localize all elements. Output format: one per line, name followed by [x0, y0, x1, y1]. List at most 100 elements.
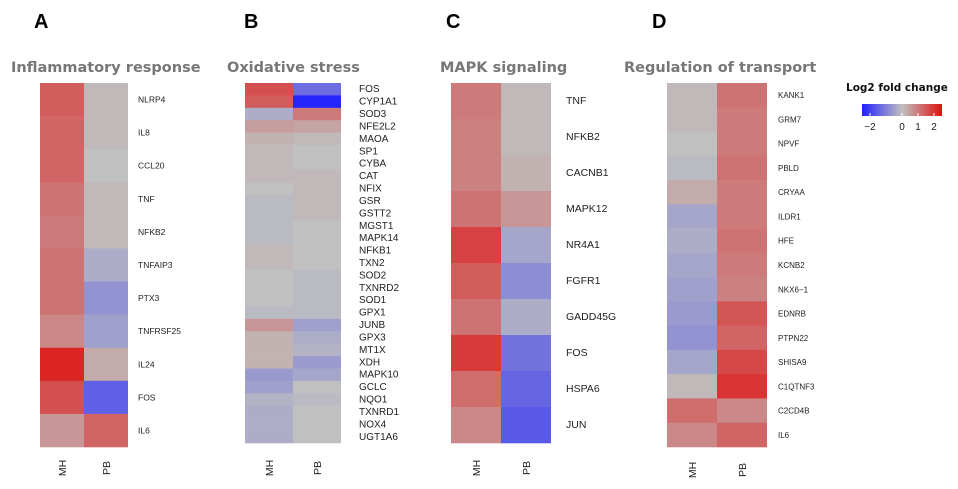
heatmap-cell: [501, 299, 551, 336]
row-label: NQO1: [359, 395, 388, 406]
heatmap-cell: [293, 269, 341, 282]
heatmap-cell: [451, 299, 501, 336]
heatmap-cell: [717, 325, 767, 351]
legend-title: Log2 fold change: [846, 82, 948, 94]
heatmap-cell: [84, 314, 128, 349]
column-label: PB: [312, 461, 324, 475]
row-label: GPX1: [359, 308, 386, 319]
row-label: TXN2: [359, 258, 385, 269]
heatmap-cell: [451, 83, 501, 120]
heatmap-cell: [245, 244, 293, 258]
heatmap-cell: [667, 325, 717, 351]
heatmap-cell: [245, 231, 293, 245]
heatmap-cell: [667, 228, 717, 254]
row-label: C2CD4B: [778, 407, 810, 416]
row-label: CACNB1: [566, 167, 609, 179]
row-label: KCNB2: [778, 261, 805, 270]
row-label: IL24: [138, 359, 155, 369]
heatmap-cell: [717, 422, 767, 448]
heatmap-cell: [40, 182, 84, 216]
column-label: MH: [471, 460, 483, 476]
heatmap-cell: [245, 294, 293, 307]
row-label: XDH: [359, 357, 380, 368]
heatmap-cell: [717, 374, 767, 399]
row-label: GPX3: [359, 332, 386, 343]
row-label: IL6: [138, 425, 150, 435]
panel-d: D Regulation of transport KANK1 GRM7 NPVF P…: [624, 11, 816, 478]
heatmap-cell: [717, 180, 767, 205]
row-label: TNFAIP3: [138, 260, 173, 270]
row-label: PTX3: [138, 293, 160, 303]
heatmap-cell: [245, 405, 293, 419]
heatmap-cell: [293, 356, 341, 369]
panel-a-title: Inflammatory response: [11, 60, 201, 76]
heatmap-cell: [245, 145, 293, 158]
row-label: NKX6−1: [778, 285, 809, 294]
legend-tick-label: −2: [864, 122, 876, 133]
heatmap-cell: [293, 145, 341, 158]
heatmap-cell: [717, 277, 767, 302]
heatmap-cell: [293, 405, 341, 419]
heatmap-cell: [667, 349, 717, 375]
heatmap-cell: [40, 83, 84, 117]
row-label: ILDR1: [778, 212, 801, 221]
heatmap-cell: [40, 380, 84, 415]
panel-c-label: C: [446, 11, 460, 33]
heatmap-cell: [40, 215, 84, 249]
heatmap-cell: [40, 281, 84, 315]
heatmap-cell: [245, 256, 293, 270]
row-label: TNF: [138, 194, 155, 204]
heatmap-cell: [293, 132, 341, 146]
heatmap-cell: [84, 413, 128, 448]
heatmap-cell: [717, 252, 767, 278]
heatmap-cell: [501, 119, 551, 156]
heatmap-cell: [40, 116, 84, 150]
row-label: NFKB2: [566, 131, 600, 143]
row-label: TXNRD2: [359, 283, 399, 294]
row-label: NFKB2: [138, 227, 166, 237]
heatmap-cell: [293, 393, 341, 407]
row-label: FOS: [359, 84, 380, 95]
heatmap-cell: [717, 155, 767, 181]
row-label: MAPK10: [359, 370, 399, 381]
heatmap-cell: [245, 107, 293, 121]
heatmap-cell: [40, 413, 84, 448]
heatmap-cell: [245, 430, 293, 444]
heatmap-cell: [501, 83, 551, 120]
heatmap-cell: [245, 318, 293, 332]
row-label: GCLC: [359, 382, 387, 393]
heatmap-cell: [501, 335, 551, 372]
row-label: JUN: [566, 419, 586, 431]
heatmap-cell: [667, 277, 717, 302]
row-label: FOS: [138, 392, 156, 402]
row-label: IL6: [778, 431, 790, 440]
legend-ticks: −2 0 1 2: [864, 113, 937, 133]
heatmap-cell: [84, 215, 128, 249]
heatmap-cell: [501, 263, 551, 300]
heatmap-cell: [293, 281, 341, 295]
heatmap-cell: [501, 407, 551, 444]
heatmap-cell: [293, 331, 341, 344]
heatmap-cell: [451, 371, 501, 408]
heatmap-cell: [293, 95, 341, 109]
heatmap-cell: [293, 418, 341, 431]
row-label: NLRP4: [138, 95, 166, 105]
heatmap-cell: [293, 318, 341, 332]
heatmap-cell: [293, 157, 341, 171]
column-label: PB: [521, 461, 533, 475]
row-label: SOD3: [359, 109, 387, 120]
panel-d-label: D: [652, 11, 666, 33]
column-label: MH: [264, 460, 276, 476]
row-label: MAOA: [359, 134, 389, 145]
heatmap-cell: [84, 83, 128, 117]
row-label: UGT1A6: [359, 432, 398, 443]
row-label: SOD2: [359, 270, 387, 281]
heatmap-cell: [293, 244, 341, 258]
heatmap-cell: [245, 194, 293, 208]
heatmap-cell: [245, 331, 293, 344]
row-label: TNF: [566, 95, 586, 107]
heatmap-cell: [293, 207, 341, 220]
row-label: NOX4: [359, 419, 387, 430]
heatmap-cell: [293, 368, 341, 382]
